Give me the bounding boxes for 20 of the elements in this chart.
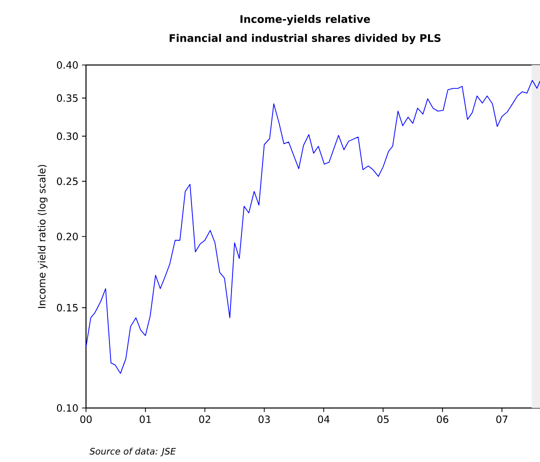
x-tick-label: 01: [140, 416, 151, 424]
y-tick-label: 0.35: [56, 94, 78, 102]
y-axis-title: Income yield ratio (log scale): [38, 164, 48, 308]
y-tick-label: 0.10: [56, 404, 78, 412]
chart-subtitle: Financial and industrial shares divided by PLS: [170, 34, 440, 44]
chart-title: Income-yields relative: [240, 14, 370, 26]
x-tick-label: 03: [258, 416, 270, 424]
source-note: Source of data: JSE: [90, 448, 176, 456]
y-tick-label: 0.25: [56, 178, 78, 186]
x-tick-label: 06: [436, 416, 448, 424]
y-tick-label: 0.30: [56, 132, 78, 140]
x-tick-label: 05: [377, 416, 389, 424]
y-tick-label: 0.20: [56, 232, 78, 240]
x-tick-label: 07: [496, 416, 508, 424]
x-tick-label: 04: [318, 416, 330, 424]
line-series: [86, 80, 540, 374]
x-tick-label: 00: [80, 416, 92, 424]
y-tick-label: 0.40: [56, 61, 78, 69]
y-tick-label: 0.15: [56, 304, 78, 312]
x-tick-label: 02: [199, 416, 210, 424]
